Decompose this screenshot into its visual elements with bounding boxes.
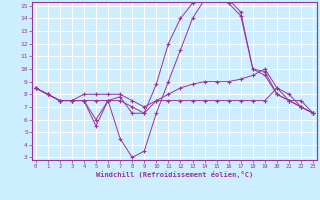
X-axis label: Windchill (Refroidissement éolien,°C): Windchill (Refroidissement éolien,°C)	[96, 171, 253, 178]
